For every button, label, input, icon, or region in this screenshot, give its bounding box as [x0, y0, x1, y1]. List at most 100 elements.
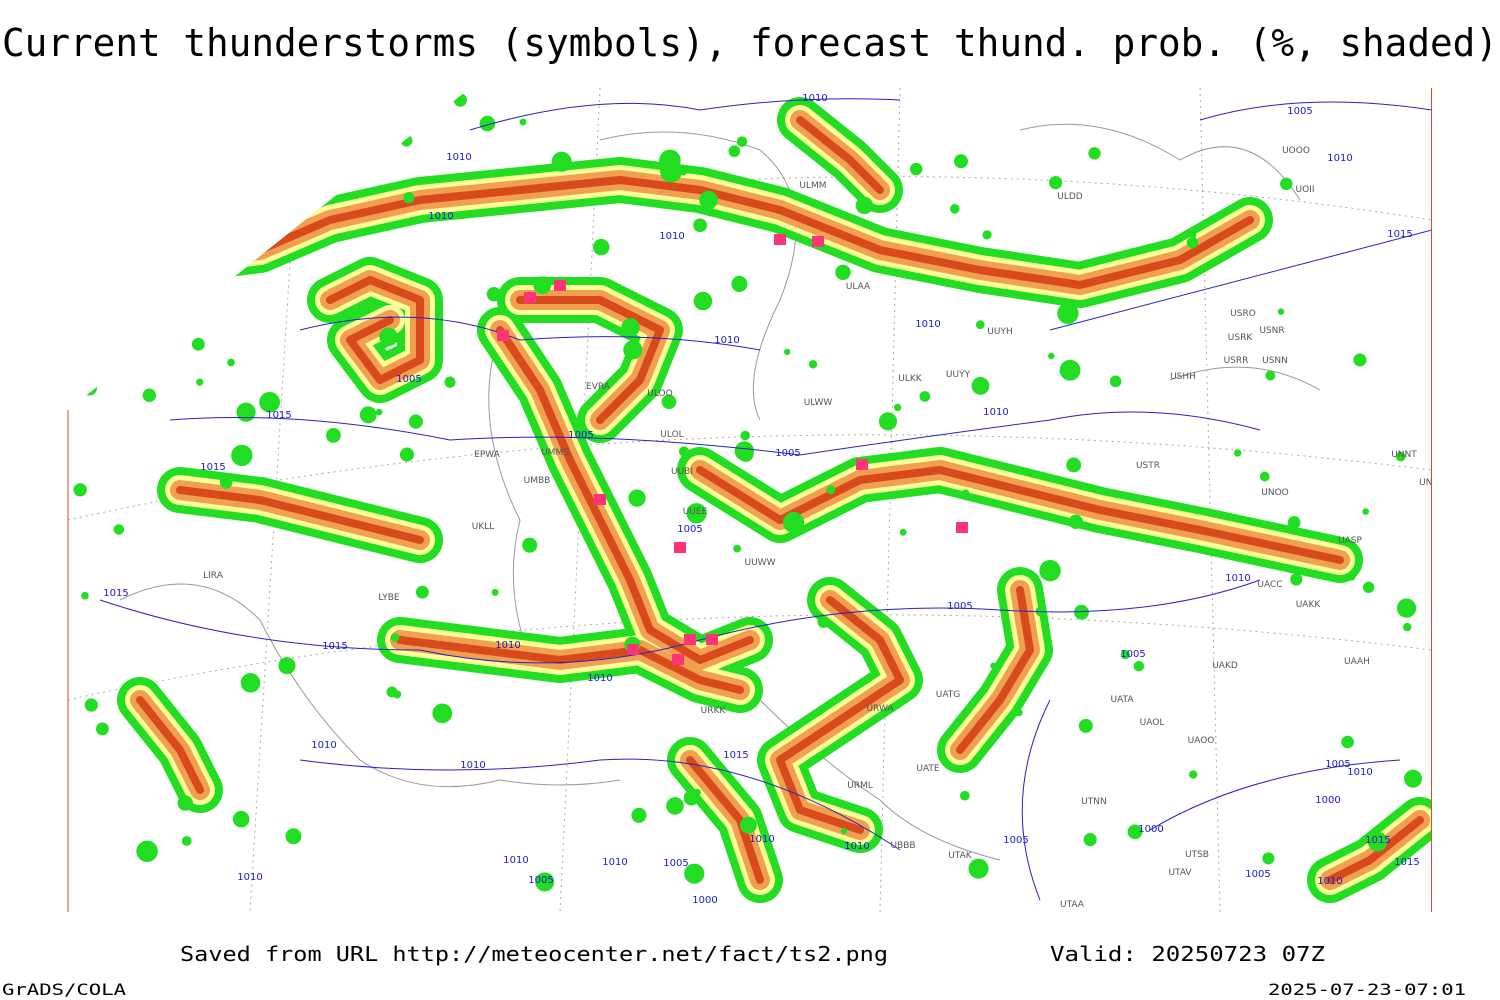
- station-label: UUEE: [683, 507, 708, 517]
- valid-time: Valid: 20250723 07Z: [1050, 942, 1325, 966]
- shade-band: [496, 326, 754, 664]
- shade-spot: [1265, 370, 1276, 381]
- map-title: Current thunderstorms (symbols), forecas…: [2, 21, 1498, 65]
- isobar-label: 1010: [587, 673, 612, 684]
- shade-spot: [551, 151, 572, 172]
- shade-spot: [106, 353, 119, 365]
- station-label: UTSB: [1185, 850, 1209, 860]
- storm-symbol: [774, 234, 786, 245]
- shade-spot: [1287, 516, 1301, 529]
- shade-spot: [432, 703, 453, 724]
- isobar-label: 1015: [1387, 229, 1412, 240]
- isobar-label: 1005: [947, 601, 972, 612]
- isobar-label: 1010: [714, 335, 739, 346]
- shade-spot: [1133, 661, 1145, 672]
- isobar-label: 1005: [1120, 649, 1145, 660]
- shade-band: [176, 486, 424, 544]
- shade-spot: [1259, 471, 1270, 482]
- shade-spot: [1049, 175, 1063, 190]
- shade-spot: [1277, 308, 1285, 315]
- shade-spot: [1048, 352, 1055, 360]
- shade-spot: [1057, 302, 1079, 325]
- isobar: [1149, 759, 1401, 831]
- shade-spot: [1362, 508, 1370, 515]
- station-label: UOOO: [1282, 146, 1310, 156]
- station-label: UAKD: [1212, 661, 1238, 671]
- shade-spot: [1068, 514, 1084, 530]
- isobar-label: 1010: [1327, 153, 1352, 164]
- timestamp: 2025-07-23-07:01: [1268, 980, 1466, 999]
- station-label: UASP: [1338, 536, 1362, 546]
- isobar-label: 1015: [200, 462, 225, 473]
- shade-spot: [390, 633, 400, 642]
- shade-spot: [379, 327, 398, 347]
- shade-spot: [186, 150, 196, 160]
- shade-spot: [267, 212, 279, 224]
- shade-spot: [1341, 735, 1354, 749]
- station-label: UATG: [936, 690, 961, 700]
- station-label: UNBB: [1419, 478, 1445, 488]
- shade-spot: [1059, 359, 1081, 381]
- shade-spot: [403, 192, 415, 204]
- storm-symbol: [627, 644, 639, 655]
- shade-band: [396, 636, 744, 694]
- station-label: UMBB: [524, 476, 551, 486]
- isobar-label: 1010: [602, 857, 627, 868]
- station-label: LYBE: [378, 593, 399, 603]
- shade-spot: [893, 403, 902, 412]
- isobar-label: 1015: [266, 410, 291, 421]
- shade-spot: [661, 394, 677, 410]
- isobar-label: 1015: [1365, 835, 1390, 846]
- shade-spot: [187, 223, 201, 238]
- shade-spot: [1367, 831, 1388, 852]
- station-label: UOII: [1296, 185, 1315, 195]
- station-label: USRK: [1228, 333, 1254, 343]
- shade-spot: [684, 863, 705, 884]
- source-url: Saved from URL http://meteocenter.net/fa…: [180, 942, 888, 966]
- station-label: UNOO: [1261, 488, 1289, 498]
- shade-spot: [453, 93, 467, 107]
- station-label: UTAV: [1168, 868, 1192, 878]
- station-label: EVRA: [586, 382, 611, 392]
- isobar-label: 1005: [1003, 835, 1028, 846]
- isobar-label: 1015: [322, 641, 347, 652]
- station-label: UAOL: [1140, 718, 1165, 728]
- station-label: UAKK: [1296, 600, 1322, 610]
- station-label: URWA: [866, 704, 894, 714]
- shade-spot: [909, 162, 923, 176]
- station-label: ULDD: [1057, 192, 1083, 202]
- shade-spot: [740, 430, 751, 441]
- station-label: USTR: [1136, 461, 1160, 471]
- shade-spot: [693, 218, 707, 233]
- isobar-label: 1010: [749, 834, 774, 845]
- isobar: [169, 411, 1261, 456]
- isobar-label: 1010: [428, 211, 453, 222]
- shade-band: [516, 296, 664, 424]
- isobar-label: 1010: [446, 152, 471, 163]
- isobar-label: 1015: [103, 588, 128, 599]
- shade-spot: [1189, 770, 1198, 779]
- station-label: USNN: [1262, 356, 1288, 366]
- station-label: UNNT: [1391, 450, 1417, 460]
- shade-spot: [400, 134, 413, 147]
- shade-band: [956, 586, 1034, 754]
- shade-spot: [326, 427, 341, 443]
- isobar-label: 1005: [528, 875, 553, 886]
- shade-spot: [236, 402, 256, 422]
- station-label: URML: [847, 781, 873, 791]
- shade-spot: [1120, 649, 1130, 660]
- shade-spot: [808, 360, 818, 369]
- shade-spot: [631, 807, 647, 823]
- station-label: UUWW: [745, 558, 776, 568]
- storm-symbol: [594, 494, 606, 505]
- station-label: UTAK: [948, 851, 973, 861]
- shade-spot: [666, 797, 684, 815]
- shade-spot: [840, 827, 848, 835]
- shade-spot: [136, 840, 158, 863]
- isobar-label: 1005: [396, 374, 421, 385]
- station-label: USRR: [1224, 356, 1249, 366]
- isobar-label: 1010: [237, 872, 262, 883]
- shade-spot: [899, 528, 907, 536]
- shade-spot: [1088, 147, 1101, 160]
